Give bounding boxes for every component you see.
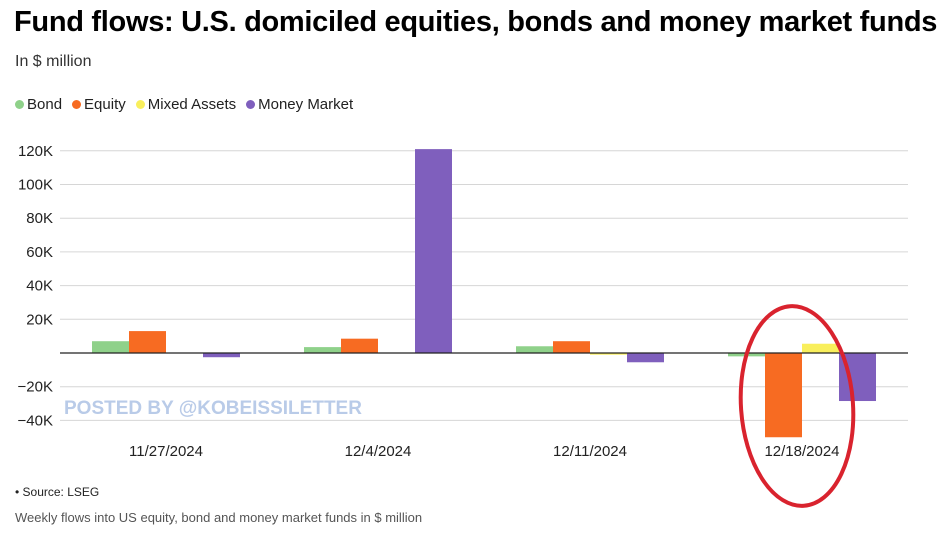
bar	[92, 341, 129, 353]
legend-label-money-market: Money Market	[258, 96, 354, 113]
x-tick-label: 11/27/2024	[129, 443, 203, 460]
bar	[553, 341, 590, 353]
legend-item-mixed-assets: Mixed Assets	[135, 96, 237, 113]
x-tick-label: 12/18/2024	[764, 443, 839, 460]
legend-item-equity: Equity	[72, 96, 126, 113]
bar	[516, 346, 553, 353]
bar	[415, 149, 452, 353]
bar	[341, 338, 378, 353]
bar	[590, 353, 627, 355]
legend-item-bond: Bond	[15, 96, 62, 113]
chart-footnote: Weekly flows into US equity, bond and mo…	[15, 510, 423, 525]
source-note: • Source: LSEG	[15, 485, 100, 499]
bar	[802, 343, 839, 353]
legend-swatch-money-market	[246, 100, 256, 109]
x-tick-label: 12/4/2024	[345, 443, 412, 460]
y-tick-label: 20K	[26, 311, 53, 328]
bar	[304, 347, 341, 353]
y-tick-label: −20K	[18, 379, 53, 396]
y-tick-label: 80K	[26, 210, 53, 227]
y-tick-label: 60K	[26, 244, 53, 261]
x-tick-label: 12/11/2024	[553, 443, 627, 460]
chart-legend: Bond Equity Mixed Assets Money Market	[15, 96, 353, 113]
legend-item-money-market: Money Market	[246, 96, 353, 113]
annotation-circle	[738, 304, 856, 508]
y-tick-label: −40K	[18, 412, 53, 429]
legend-swatch-bond	[15, 100, 24, 109]
watermark-text: POSTED BY @KOBEISSILETTER	[64, 398, 362, 419]
bar	[203, 353, 240, 358]
bar	[627, 353, 664, 363]
legend-swatch-equity	[72, 100, 82, 109]
bar	[129, 331, 166, 353]
legend-label-equity: Equity	[84, 96, 126, 113]
bar	[765, 353, 802, 438]
legend-label-mixed-assets: Mixed Assets	[147, 96, 237, 113]
y-tick-label: 40K	[26, 278, 53, 295]
chart-subtitle: In $ million	[15, 53, 92, 70]
y-tick-label: 100K	[18, 177, 53, 194]
y-tick-label: 120K	[18, 143, 53, 160]
chart-title: Fund flows: U.S. domiciled equities, bon…	[14, 6, 938, 38]
legend-swatch-mixed-assets	[135, 100, 145, 109]
legend-label-bond: Bond	[27, 96, 63, 113]
